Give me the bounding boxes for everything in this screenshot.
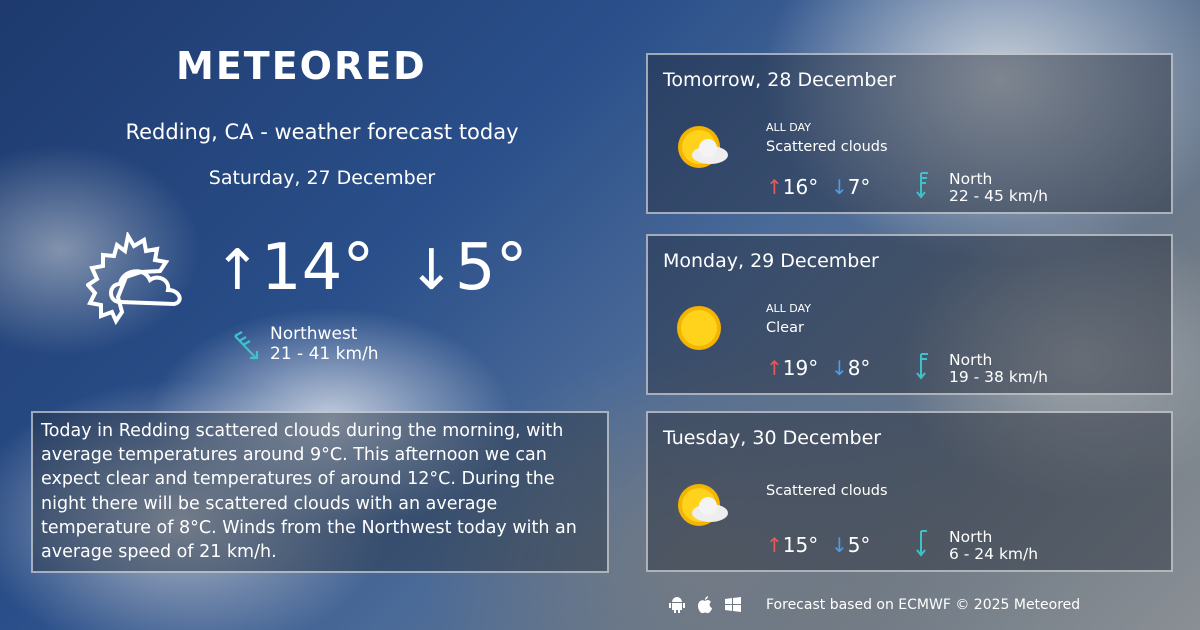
wind-north-icon xyxy=(916,530,927,557)
temps: ↑16° ↓7° xyxy=(766,175,871,199)
sun-icon xyxy=(677,306,721,350)
forecast-card: Tuesday, 30 December Scattered clouds ↑1… xyxy=(646,411,1173,572)
apple-icon[interactable] xyxy=(696,596,714,614)
condition: Clear xyxy=(766,320,804,336)
forecast-day: Tuesday, 30 December xyxy=(663,427,882,449)
wind-north-icon xyxy=(916,353,928,380)
today-max-temp: ↑14° xyxy=(214,231,375,305)
wind-north-icon xyxy=(916,172,928,199)
today-date: Saturday, 27 December xyxy=(208,167,436,189)
period-label: ALL DAY xyxy=(766,302,811,315)
temps: ↑15° ↓5° xyxy=(766,533,871,557)
page-title: Redding, CA - weather forecast today xyxy=(125,120,519,144)
footer-credit: Forecast based on ECMWF © 2025 Meteored xyxy=(766,597,1081,613)
wind: North 6 - 24 km/h xyxy=(949,528,1039,563)
today-min-temp: ↓5° xyxy=(408,231,528,305)
wind: North 19 - 38 km/h xyxy=(949,351,1048,386)
sun-cloud-icon xyxy=(678,126,728,168)
condition: Scattered clouds xyxy=(766,483,888,499)
forecast-card: Tomorrow, 28 December ALL DAY Scattered … xyxy=(646,53,1173,214)
condition: Scattered clouds xyxy=(766,139,888,155)
forecast-card: Monday, 29 December ALL DAY Clear ↑19° ↓… xyxy=(646,234,1173,395)
period-label: ALL DAY xyxy=(766,121,811,134)
wind-direction-icon xyxy=(234,331,259,360)
forecast-day: Monday, 29 December xyxy=(663,250,879,272)
sun-cloud-icon xyxy=(678,484,728,526)
sun-cloud-outline-icon xyxy=(86,232,182,326)
today-wind: Northwest 21 - 41 km/h xyxy=(270,324,379,364)
windows-icon[interactable] xyxy=(724,596,742,614)
forecast-day: Tomorrow, 28 December xyxy=(663,69,896,91)
forecast-description: Today in Redding scattered clouds during… xyxy=(31,411,609,573)
temps: ↑19° ↓8° xyxy=(766,356,871,380)
wind: North 22 - 45 km/h xyxy=(949,170,1048,205)
android-icon[interactable] xyxy=(668,596,686,614)
footer: Forecast based on ECMWF © 2025 Meteored xyxy=(668,596,1080,614)
meteored-logo: METEORED xyxy=(176,44,427,88)
